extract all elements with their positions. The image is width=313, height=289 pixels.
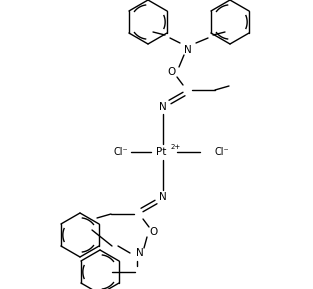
- Text: 2+: 2+: [171, 144, 181, 150]
- Text: N: N: [136, 248, 144, 258]
- Text: O: O: [150, 227, 158, 237]
- Text: Pt: Pt: [156, 147, 166, 157]
- Text: O: O: [168, 67, 176, 77]
- Text: Cl⁻: Cl⁻: [215, 147, 229, 157]
- Text: N: N: [159, 192, 167, 202]
- Text: N: N: [184, 45, 192, 55]
- Text: Cl⁻: Cl⁻: [114, 147, 128, 157]
- Text: N: N: [159, 102, 167, 112]
